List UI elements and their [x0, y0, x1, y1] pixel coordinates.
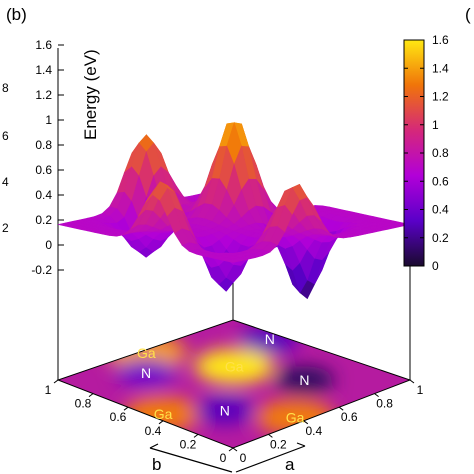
- floor-min-blob: [194, 396, 255, 425]
- b-tick-label: 0.6: [110, 410, 127, 424]
- z-tick-label: 1.6: [35, 38, 52, 52]
- b-tick-label: 1: [45, 383, 52, 397]
- atom-label: Ga: [154, 406, 173, 422]
- z-tick-label: 0.4: [35, 188, 52, 202]
- z-tick-label: 1.4: [35, 63, 52, 77]
- b-tick-mark: [88, 393, 94, 398]
- left-partial-tick-label: 2: [2, 221, 9, 235]
- z-tick-label: -0.2: [31, 263, 52, 277]
- a-tick-label: 0.4: [305, 424, 322, 438]
- b-axis-label: b: [152, 455, 161, 474]
- colorbar-tick-label: 0.6: [432, 174, 449, 188]
- left-partial-tick-label: 6: [2, 129, 9, 143]
- floor-min-blob: [116, 359, 177, 388]
- colorbar-tick-label: 0.8: [432, 146, 449, 160]
- a-tick-mark: [232, 447, 238, 452]
- b-tick-label: 0.2: [180, 437, 197, 451]
- floor-peak-blob: [194, 348, 275, 385]
- colorbar-tick-label: 1.6: [432, 33, 449, 47]
- b-tick-mark: [193, 433, 199, 438]
- colorbar-tick-label: 0: [432, 259, 439, 273]
- z-tick-label: 0: [45, 238, 52, 252]
- a-tick-mark: [409, 379, 415, 384]
- b-tick-label: 0.8: [75, 397, 92, 411]
- b-tick-mark: [228, 447, 234, 452]
- a-tick-label: 0.2: [270, 437, 287, 451]
- b-tick-mark: [53, 379, 59, 384]
- panel-label: (b): [6, 5, 27, 24]
- z-tick-label: 0.8: [35, 138, 52, 152]
- b-tick-mark: [123, 406, 129, 411]
- b-tick-label: 0.4: [145, 424, 162, 438]
- z-tick-label: 1.2: [35, 88, 52, 102]
- b-axis-arrow: [149, 443, 233, 473]
- a-tick-label: 1: [417, 383, 424, 397]
- atom-label: Ga: [225, 358, 244, 374]
- z-tick-label: 0.6: [35, 163, 52, 177]
- b-tick-label: 0: [220, 451, 227, 465]
- a-tick-mark: [268, 433, 273, 438]
- atom-label: Ga: [137, 345, 156, 361]
- floor-min-blob: [274, 366, 335, 394]
- energy-surface: [57, 121, 411, 300]
- floor-axis-ticks: 0 0.2 0.4 0.6 0.8 1 1 0.8 0.6 0.4 0.2 0: [45, 379, 424, 465]
- colorbar-tick-label: 0.4: [432, 203, 449, 217]
- atom-label: Ga: [286, 409, 305, 425]
- a-tick-label: 0.6: [341, 410, 358, 424]
- atom-labels: Ga Ga Ga Ga N N N N: [137, 331, 309, 425]
- left-partial-tick-label: 8: [2, 81, 9, 95]
- z-tick-label: 0.2: [35, 213, 52, 227]
- left-partial-tick-label: 4: [2, 175, 9, 189]
- colorbar-tick-label: 1.2: [432, 90, 449, 104]
- left-edge-partial-ticks: 8 6 4 2: [2, 81, 9, 235]
- a-tick-mark: [374, 393, 379, 398]
- atom-label: N: [220, 403, 230, 419]
- a-axis-label: a: [285, 455, 295, 474]
- z-axis-ticks: 1.6 1.4 1.2 1 0.8 0.6 0.4 0.2 0 -0.2: [31, 38, 64, 277]
- a-axis-arrow: [235, 442, 306, 473]
- atom-label: N: [141, 365, 151, 381]
- a-tick-label: 0: [240, 451, 247, 465]
- atom-label: N: [265, 331, 275, 347]
- floor-contour-map: [58, 320, 410, 448]
- colorbar-tick-label: 1: [432, 118, 439, 132]
- z-tick-label: 1: [45, 113, 52, 127]
- z-axis-label: Energy (eV): [81, 49, 100, 140]
- right-edge-partial-label: (: [465, 5, 471, 24]
- colorbar-tick-label: 1.4: [432, 61, 449, 75]
- atom-label: N: [299, 372, 309, 388]
- surface-patch: [225, 258, 241, 263]
- b-tick-mark: [158, 420, 164, 425]
- colorbar-tick-label: 0.2: [432, 231, 449, 245]
- colorbar-ticks: 1.6 1.4 1.2 1 0.8 0.6 0.4 0.2 0: [404, 33, 449, 273]
- a-tick-mark: [338, 406, 344, 411]
- a-tick-mark: [303, 420, 309, 425]
- a-tick-label: 0.8: [376, 397, 393, 411]
